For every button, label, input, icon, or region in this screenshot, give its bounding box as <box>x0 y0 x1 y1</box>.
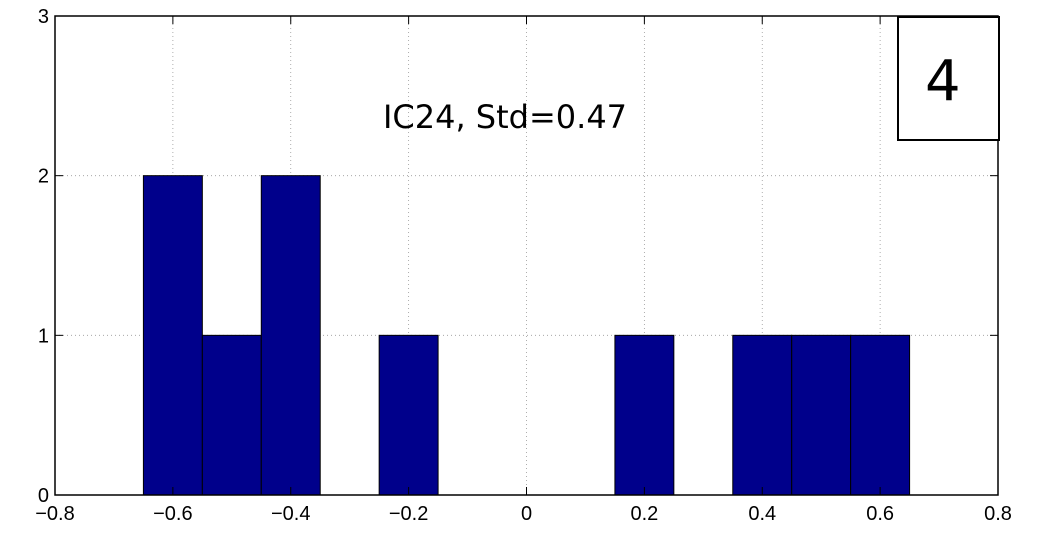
bars <box>142 175 911 496</box>
histogram-bar <box>201 334 262 496</box>
x-tick-label: 0.2 <box>630 503 658 525</box>
histogram-bar <box>378 334 439 496</box>
histogram-bar <box>850 334 911 496</box>
x-axis: −0.8 −0.6 −0.4 −0.2 0 0.2 0.4 0.6 0.8 <box>35 16 1012 525</box>
y-tick-label: 1 <box>38 325 49 347</box>
histogram-bar <box>260 175 321 496</box>
x-tick-label: −0.4 <box>271 503 310 525</box>
x-tick-label: −0.8 <box>35 503 74 525</box>
y-tick-label: 0 <box>38 485 49 507</box>
panel-label: 4 <box>925 49 961 114</box>
histogram-bar <box>142 175 203 496</box>
chart-annotation: IC24, Std=0.47 <box>383 98 627 136</box>
y-tick-label: 3 <box>38 6 49 28</box>
x-tick-label: 0 <box>521 503 532 525</box>
histogram-bar <box>614 334 675 496</box>
x-tick-label: −0.2 <box>389 503 428 525</box>
panel-label-box: 4 <box>897 16 1000 141</box>
histogram-bar <box>791 334 852 496</box>
x-tick-label: 0.6 <box>866 503 894 525</box>
histogram-bar <box>732 334 793 496</box>
y-tick-label: 2 <box>38 166 49 188</box>
x-tick-label: 0.8 <box>984 503 1012 525</box>
x-tick-label: 0.4 <box>748 503 776 525</box>
x-tick-label: −0.6 <box>153 503 192 525</box>
